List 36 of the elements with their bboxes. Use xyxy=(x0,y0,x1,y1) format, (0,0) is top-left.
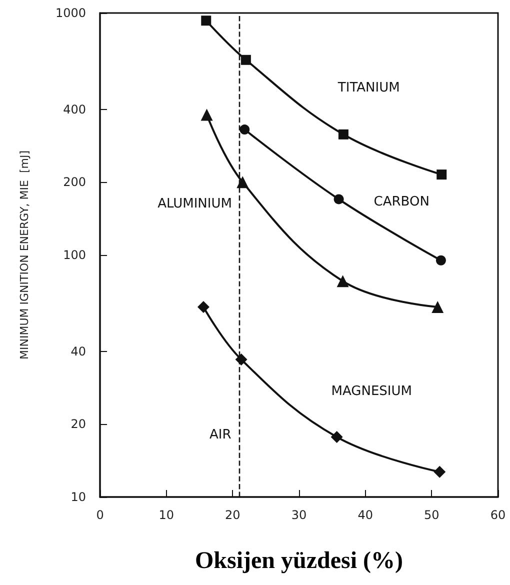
y-axis-title: MINIMUM IGNITION ENERGY, MIE [mJ] xyxy=(18,150,31,360)
y-tick-label: 200 xyxy=(63,175,86,190)
x-tick-label: 30 xyxy=(291,508,307,522)
y-tick-label: 400 xyxy=(63,102,86,116)
point xyxy=(434,466,446,478)
y-tick-label: 1000 xyxy=(55,6,86,20)
ref-line-label: AIR xyxy=(210,428,232,443)
point xyxy=(235,353,248,366)
point xyxy=(436,170,447,180)
text: MAGNESIUM xyxy=(331,384,412,399)
point xyxy=(240,124,250,135)
y-tick-label: 100 xyxy=(63,248,86,262)
point xyxy=(197,300,210,313)
point xyxy=(334,194,344,204)
y-tick-label: 40 xyxy=(70,344,86,358)
x-tick-label: 60 xyxy=(490,508,506,522)
point xyxy=(338,129,348,140)
x-axis-title: Oksijen yüzdesi (%) xyxy=(194,548,404,574)
point xyxy=(236,176,249,188)
x-tick-label: 20 xyxy=(225,508,240,522)
point xyxy=(201,16,212,26)
y-tick-label: 20 xyxy=(70,417,86,432)
x-tick-label: 40 xyxy=(358,508,373,522)
x-tick-label: 50 xyxy=(424,508,440,522)
point xyxy=(240,54,251,65)
text: TITANIUM xyxy=(336,80,400,96)
series-label: ALUMINIUM xyxy=(158,196,232,212)
point xyxy=(436,255,446,266)
point xyxy=(336,275,349,288)
point xyxy=(432,300,444,313)
point xyxy=(330,430,343,443)
y-tick-label: 10 xyxy=(70,490,86,504)
x-tick-label: 0 xyxy=(96,508,104,522)
x-tick-label: 10 xyxy=(158,508,174,522)
series-label: CARBON xyxy=(374,194,430,210)
point xyxy=(200,108,213,121)
